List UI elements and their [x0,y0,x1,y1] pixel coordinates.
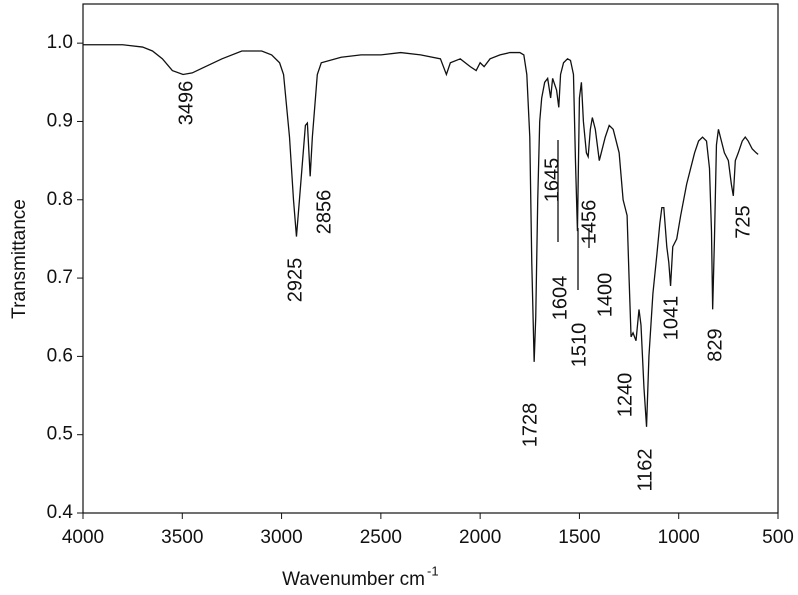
peak-label: 1456 [578,200,600,245]
peak-label: 2856 [313,190,335,235]
peak-label: 1400 [594,273,616,318]
y-axis-label: Transmittance [9,199,30,319]
x-tick-label: 1500 [558,527,600,548]
x-tick-label: 3500 [161,527,203,548]
y-tick-label: 0.4 [47,502,74,523]
peak-label: 1728 [519,403,541,448]
y-tick-label: 0.8 [47,189,73,210]
peak-label: 3496 [175,81,197,126]
x-tick-label: 4000 [62,527,104,548]
y-tick-label: 0.5 [47,424,73,445]
x-tick-label: 1000 [658,527,700,548]
peak-label: 1041 [660,296,682,341]
x-tick-label: 500 [762,527,794,548]
peak-label: 829 [704,328,726,361]
y-tick-label: 0.7 [47,267,73,288]
peak-label: 1604 [549,276,571,321]
y-tick-label: 0.6 [47,345,73,366]
x-tick-label: 2000 [459,527,501,548]
plot-frame [82,3,779,514]
peak-label: 1162 [634,448,656,491]
peak-label: 2925 [284,258,306,303]
y-tick-label: 0.9 [47,110,73,131]
x-tick-label: 3000 [260,527,302,548]
peak-label: 725 [732,205,754,238]
x-axis-label-sup: -1 [427,563,439,578]
y-tick-label: 1.0 [47,32,73,53]
peak-label: 1645 [541,158,563,203]
x-tick-label: 2500 [360,527,402,548]
x-axis-label: Wavenumber cm [282,569,425,590]
peak-label: 1510 [568,323,590,368]
spectrum-line [83,44,759,427]
peak-label: 1240 [614,373,636,418]
